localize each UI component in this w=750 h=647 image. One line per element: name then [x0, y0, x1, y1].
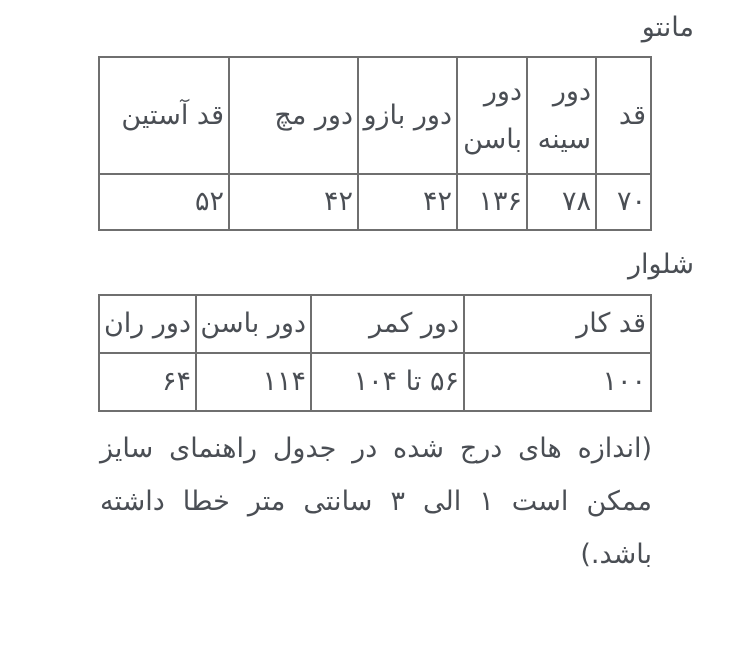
shalvar-size-table: قد کار دور کمر دور باسن دور ران ۱۰۰ ۵۶ ت…: [98, 294, 652, 412]
shalvar-value-ghad-kar: ۱۰۰: [463, 352, 652, 412]
shalvar-col-ghad-kar: قد کار: [463, 294, 652, 354]
note-line-2: ممکن است ۱ الی ۳ سانتی متر خطا داشته: [100, 486, 652, 517]
manto-value-ghad-astin: ۵۲: [98, 173, 230, 231]
manto-col-dor-moch: دور مچ: [228, 56, 359, 175]
manto-header-row: قد دور سینه دور باسن دور بازو دور مچ قد …: [98, 56, 652, 175]
note-line-3: باشد.): [580, 539, 652, 570]
shalvar-header-row: قد کار دور کمر دور باسن دور ران: [98, 294, 652, 354]
shalvar-values-row: ۱۰۰ ۵۶ تا ۱۰۴ ۱۱۴ ۶۴: [98, 352, 652, 412]
manto-col-dor-bazoo: دور بازو: [357, 56, 458, 175]
note-line-1: (اندازه های درج شده در جدول راهنمای سایز: [100, 433, 652, 464]
shalvar-value-dor-kamar: ۵۶ تا ۱۰۴: [310, 352, 465, 412]
shalvar-col-dor-kamar: دور کمر: [310, 294, 465, 354]
shalvar-value-dor-basan: ۱۱۴: [195, 352, 312, 412]
size-guide-content: مانتو قد دور سینه دور باسن دور بازو دور …: [98, 12, 694, 581]
manto-value-dor-basan: ۱۳۶: [456, 173, 528, 231]
manto-size-table: قد دور سینه دور باسن دور بازو دور مچ قد …: [98, 56, 652, 231]
shalvar-value-dor-ran: ۶۴: [98, 352, 197, 412]
manto-value-dor-sineh: ۷۸: [526, 173, 597, 231]
manto-value-dor-bazoo: ۴۲: [357, 173, 458, 231]
manto-value-ghad: ۷۰: [595, 173, 652, 231]
manto-value-dor-moch: ۴۲: [228, 173, 359, 231]
manto-col-dor-sineh: دور سینه: [526, 56, 597, 175]
manto-col-dor-basan: دور باسن: [456, 56, 528, 175]
manto-section-title: مانتو: [641, 12, 694, 43]
shalvar-section-title: شلوار: [627, 249, 694, 280]
shalvar-col-dor-basan: دور باسن: [195, 294, 312, 354]
manto-col-ghad: قد: [595, 56, 652, 175]
manto-col-ghad-astin: قد آستین: [98, 56, 230, 175]
shalvar-col-dor-ran: دور ران: [98, 294, 197, 354]
manto-values-row: ۷۰ ۷۸ ۱۳۶ ۴۲ ۴۲ ۵۲: [98, 173, 652, 231]
size-tolerance-note: (اندازه های درج شده در جدول راهنمای سایز…: [100, 422, 652, 581]
